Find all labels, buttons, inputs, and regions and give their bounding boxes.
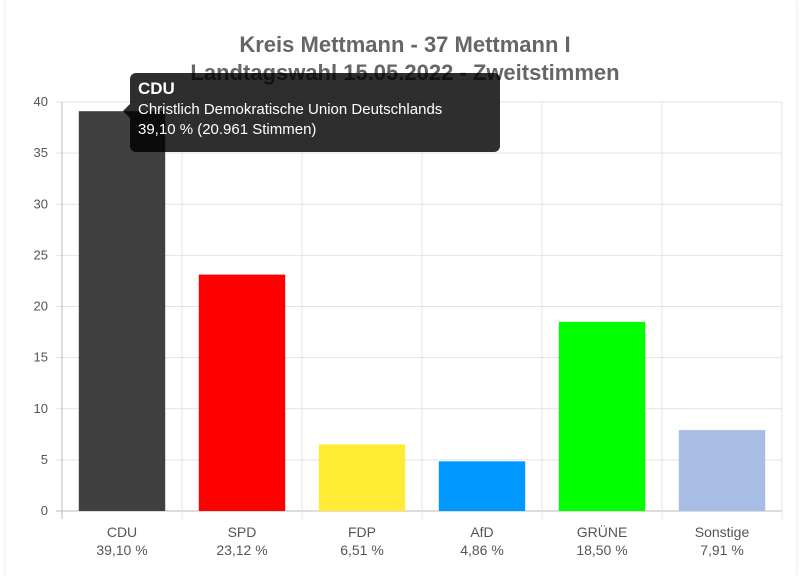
- y-tick-label: 35: [34, 145, 48, 160]
- x-tick-label: FDP: [348, 524, 376, 540]
- bar-tooltip: CDU Christlich Demokratische Union Deuts…: [123, 73, 500, 152]
- bar-value-label: 23,12 %: [216, 542, 267, 558]
- tooltip-result: 39,10 % (20.961 Stimmen): [138, 121, 317, 138]
- y-tick-label: 15: [34, 350, 48, 365]
- tooltip-caret: [123, 104, 130, 118]
- y-tick-label: 30: [34, 196, 48, 211]
- y-tick-label: 10: [34, 401, 48, 416]
- bar-sonstige[interactable]: [678, 430, 766, 511]
- bar-value-label: 18,50 %: [576, 542, 627, 558]
- chart-title-line-1: Kreis Mettmann - 37 Mettmann I: [239, 32, 570, 57]
- tooltip-title: CDU: [138, 79, 175, 98]
- bar-grüne[interactable]: [558, 321, 646, 511]
- y-tick-label: 5: [41, 452, 48, 467]
- bar-value-label: 7,91 %: [700, 542, 744, 558]
- x-tick-label: SPD: [228, 524, 257, 540]
- y-tick-label: 25: [34, 247, 48, 262]
- bar-value-label: 39,10 %: [96, 542, 147, 558]
- y-tick-label: 40: [34, 94, 48, 109]
- bar-afd[interactable]: [438, 461, 526, 511]
- bar-value-label: 4,86 %: [460, 542, 504, 558]
- bar-value-label: 6,51 %: [340, 542, 384, 558]
- y-tick-label: 0: [41, 503, 48, 518]
- x-tick-label: AfD: [470, 524, 493, 540]
- bar-spd[interactable]: [198, 274, 286, 511]
- bar-cdu[interactable]: [78, 111, 166, 511]
- tooltip-party-name: Christlich Demokratische Union Deutschla…: [138, 101, 443, 118]
- bar-fdp[interactable]: [318, 444, 406, 511]
- x-tick-label: CDU: [107, 524, 137, 540]
- y-tick-label: 20: [34, 299, 48, 314]
- x-tick-label: Sonstige: [695, 524, 750, 540]
- x-tick-label: GRÜNE: [577, 523, 628, 540]
